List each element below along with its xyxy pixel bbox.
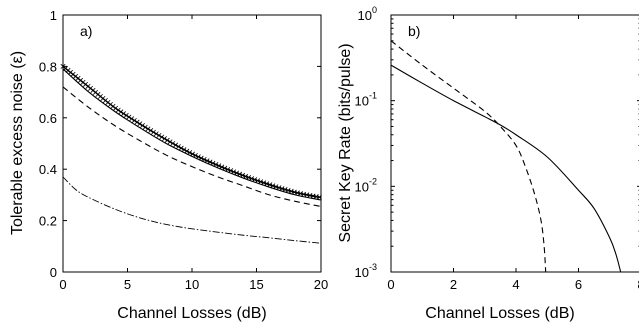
panel-a-cross-marker [288,188,294,194]
panel-a-ytick-label: 0 [50,265,57,280]
panel-a-cross-marker [131,117,137,123]
panel-a-cross-marker [123,112,129,118]
panel-a-cross-marker [316,194,322,200]
panel-a-series-dashdot-line [62,176,322,244]
panel-a-cross-marker [110,103,116,109]
panel-a-cross-marker [145,126,151,132]
panel-a-cross-marker [258,179,264,185]
panel-a-xlabel: Channel Losses (dB) [117,305,266,322]
panel-a-cross-marker [279,186,285,192]
panel-b-xtick-label: 0 [387,277,394,292]
panel-a-cross-marker [282,187,288,193]
panel-a-cross-marker [181,147,187,153]
panel-a-cross-marker [276,185,282,191]
panel-a-series-dashed-line [62,86,322,208]
panel-a-cross-marker [255,178,261,184]
panel-b-ticks: 0 2 4 6 8 10-3 10-2 10-1 100 [355,5,639,292]
panel-a-cross-marker [178,145,184,151]
panel-a-cross-marker [107,101,113,107]
panel-a-cross-marker [167,139,173,145]
panel-a-series-solid-line [62,68,322,201]
panel-a-cross-marker [261,180,267,186]
panel-b-ytick-label: 10-1 [355,91,377,109]
panel-a-xtick-label: 10 [185,277,199,292]
panel-a-cross-marker [264,181,270,187]
panel-a-cross-marker [118,109,124,115]
panel-b-xtick-label: 6 [575,277,582,292]
panel-a-cross-marker [142,124,148,130]
panel-a-ytick-label: 0.8 [39,59,57,74]
panel-b: b) Channel Losses (dB) Secret Key Rate (… [337,5,639,322]
panel-b-ytick-label: 10-2 [355,176,377,194]
panel-a-cross-marker [105,99,111,105]
panel-a-xtick-label: 5 [124,277,131,292]
panel-b-ylabel: Secret Key Rate (bits/pulse) [337,43,354,242]
panel-a-cross-marker [148,128,154,134]
panel-a-cross-marker [164,137,170,143]
panel-a-cross-marker [161,136,167,142]
panel-b-label: b) [408,23,420,39]
panel-a-cross-marker [129,116,135,122]
panel-a-cross-marker [140,123,145,129]
panel-a-series-crosses-line [62,65,322,199]
panel-b-xtick-label: 8 [637,277,639,292]
panel-a-xtick-label: 20 [314,277,328,292]
panel-a-cross-marker [115,107,121,113]
panel-a-cross-marker [175,144,181,150]
panel-a-cross-marker [159,134,165,140]
panel-a-cross-marker [150,129,156,135]
panel-a-cross-marker [170,140,176,146]
panel-b-xtick-label: 4 [512,277,519,292]
panel-a-ytick-label: 0.6 [39,111,57,126]
panel-a-xtick-label: 15 [249,277,263,292]
panel-a-cross-marker [285,187,291,193]
panel-a-cross-marker [270,183,276,189]
panel-a-ytick-label: 0.2 [39,214,57,229]
panel-b-ytick-label: 10-3 [355,262,377,280]
panel-a-cross-marker [291,189,297,195]
panel-b-xlabel: Channel Losses (dB) [425,305,574,322]
panel-b-series-dashed-line [390,40,547,273]
panel-a-cross-marker [173,142,179,148]
panel-b-series [390,40,622,273]
panel-a-cross-marker [134,119,140,125]
panel-b-series-solid-line [390,64,622,273]
panel-a-cross-marker [137,121,143,127]
panel-a-cross-marker [113,105,119,111]
panel-a-ticks: 0 5 10 15 20 0 0.2 0.4 0.6 0.8 1 [39,8,328,292]
panel-b-xtick-label: 2 [450,277,457,292]
panel-a-series [60,63,322,244]
panel-a-cross-marker [126,114,132,120]
panel-a-cross-marker [121,111,127,117]
panel-a-cross-marker [156,132,162,138]
panel-a-cross-marker [267,182,273,188]
panel-a-xtick-label: 0 [59,277,66,292]
panel-a-ylabel: Tolerable excess noise (ε) [9,51,26,235]
panel-a-cross-marker [273,184,279,190]
panel-a-label: a) [80,23,92,39]
panel-b-ytick-label: 100 [358,5,377,23]
panel-a-ytick-label: 1 [50,8,57,23]
panel-a-ytick-label: 0.4 [39,162,57,177]
panel-a-frame [62,14,322,273]
panel-a-cross-marker [153,131,159,137]
panel-a: a) Channel Losses (dB) Tolerable excess … [9,8,328,322]
